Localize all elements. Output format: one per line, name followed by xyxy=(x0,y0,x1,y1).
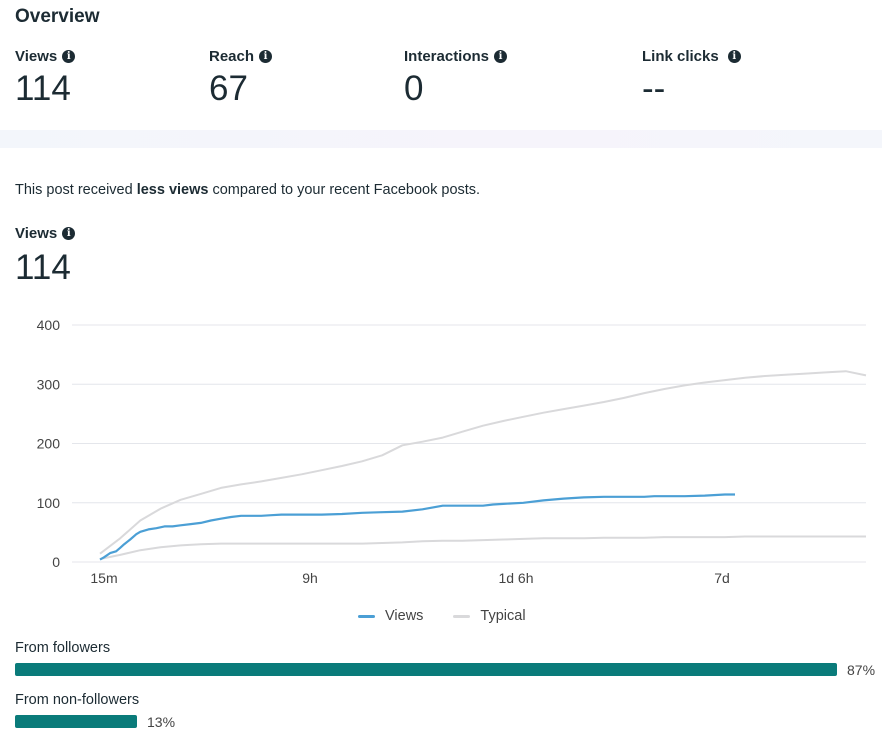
views-line-chart: 0 100 200 300 400 15m 9h 1d 6h 7d xyxy=(37,317,867,586)
views-heading: Views i xyxy=(15,225,76,242)
non-followers-bar xyxy=(15,715,137,728)
metric-interactions: Interactions i 0 xyxy=(404,48,508,109)
metric-link-clicks: Link clicks i -- xyxy=(642,48,741,109)
metric-label: Views xyxy=(15,48,58,65)
legend-swatch-typical xyxy=(453,614,471,618)
metric-views: Views i 114 xyxy=(15,48,76,109)
comparison-text: This post received less views compared t… xyxy=(15,182,480,198)
views-label: Views xyxy=(15,225,58,242)
followers-bar xyxy=(15,663,837,676)
y-tick-label: 100 xyxy=(37,495,61,511)
y-tick-label: 200 xyxy=(37,436,61,452)
metric-value: 114 xyxy=(15,69,71,108)
x-tick-label: 1d 6h xyxy=(498,570,533,586)
info-icon[interactable]: i xyxy=(494,50,508,63)
page-title: Overview xyxy=(15,6,100,27)
legend-label-views: Views xyxy=(385,608,424,624)
comparison-prefix: This post received xyxy=(15,182,137,198)
non-followers-label: From non-followers xyxy=(15,692,140,708)
y-tick-label: 0 xyxy=(52,554,60,570)
metric-value: 0 xyxy=(404,69,424,108)
info-icon[interactable]: i xyxy=(62,227,76,240)
metric-label: Link clicks xyxy=(642,48,719,65)
comparison-emphasis: less views xyxy=(136,182,209,198)
metric-value: 67 xyxy=(209,69,248,108)
metric-reach: Reach i 67 xyxy=(209,48,273,109)
legend-swatch-views xyxy=(358,614,375,618)
non-followers-percent: 13% xyxy=(147,714,176,730)
x-tick-label: 9h xyxy=(302,570,318,586)
series-line-typical xyxy=(99,370,867,555)
y-tick-label: 400 xyxy=(37,317,61,333)
info-icon[interactable]: i xyxy=(727,50,741,63)
info-icon[interactable]: i xyxy=(62,50,76,63)
info-icon[interactable]: i xyxy=(259,50,273,63)
metric-label: Reach xyxy=(209,48,255,65)
followers-label: From followers xyxy=(15,640,111,656)
metric-value: -- xyxy=(642,69,666,108)
chart-legend: Views Typical xyxy=(358,608,526,624)
x-tick-label: 7d xyxy=(714,570,730,586)
followers-percent: 87% xyxy=(847,662,876,678)
section-divider xyxy=(0,130,882,148)
metric-label: Interactions xyxy=(404,48,490,65)
series-line-views xyxy=(99,493,735,561)
y-tick-label: 300 xyxy=(37,376,61,392)
views-value: 114 xyxy=(15,248,71,287)
series-line-typical-low xyxy=(99,535,866,560)
x-tick-label: 15m xyxy=(90,570,117,586)
comparison-suffix: compared to your recent Facebook posts. xyxy=(208,182,481,198)
legend-label-typical: Typical xyxy=(480,608,526,624)
legend-item-views[interactable]: Views xyxy=(358,608,423,624)
legend-item-typical[interactable]: Typical xyxy=(453,608,526,624)
